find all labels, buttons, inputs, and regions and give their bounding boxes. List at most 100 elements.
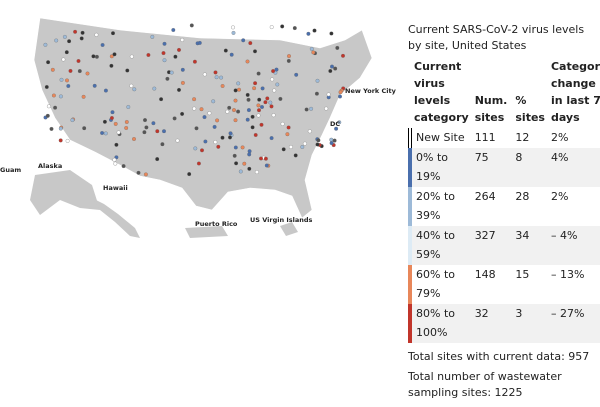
site-dot: [245, 117, 250, 122]
site-dot: [58, 94, 63, 99]
site-dot: [324, 106, 329, 111]
table-row: 80% to 100% 32 3– 27%: [408, 304, 600, 343]
site-dot: [124, 126, 129, 130]
site-dot: [152, 86, 157, 91]
site-dot: [242, 161, 247, 166]
site-dot: [65, 78, 69, 83]
column-header: Category change in last 7 days: [550, 60, 600, 124]
site-dot: [220, 84, 225, 88]
site-dot: [50, 67, 55, 72]
site-dot: [232, 108, 236, 113]
site-dot: [237, 87, 241, 92]
site-dot: [259, 122, 264, 127]
site-dot: [100, 43, 105, 47]
site-dot: [100, 131, 105, 135]
site-dot: [315, 78, 320, 83]
category-cell: 20% to 39%: [408, 187, 471, 226]
site-dot: [233, 98, 238, 103]
site-dot: [46, 104, 51, 109]
site-dot: [113, 161, 118, 166]
site-dot: [200, 148, 204, 153]
site-dot: [110, 110, 115, 115]
site-dot: [228, 131, 233, 136]
site-dot: [250, 125, 255, 130]
site-dot: [112, 52, 117, 57]
alaska: [30, 170, 100, 215]
site-dot: [312, 28, 317, 33]
site-dot: [256, 113, 261, 118]
table-cell: – 13%: [550, 268, 585, 281]
site-dot: [92, 83, 97, 88]
puerto-rico: [185, 226, 228, 238]
site-dot: [58, 126, 63, 131]
site-dot: [311, 50, 316, 55]
site-dot: [187, 172, 192, 177]
site-dot: [129, 54, 134, 59]
table-cell: 8: [511, 148, 547, 187]
site-dot: [111, 31, 115, 36]
map-label: Guam: [0, 166, 21, 174]
site-dot: [260, 86, 265, 91]
site-dot: [253, 49, 257, 54]
site-dot: [180, 80, 185, 85]
site-dot: [54, 38, 59, 43]
site-dot: [144, 125, 149, 130]
site-dot: [102, 119, 107, 124]
site-dot: [146, 53, 151, 57]
site-dot: [85, 71, 90, 76]
site-dot: [180, 37, 185, 42]
site-dot: [231, 25, 235, 30]
site-dot: [287, 54, 291, 59]
table-cell: 15: [515, 268, 530, 281]
category-cell: New Site: [408, 128, 471, 148]
usvi: [280, 222, 298, 236]
site-dot: [328, 69, 333, 73]
site-dot: [220, 135, 225, 140]
site-dot: [192, 97, 197, 102]
site-dot: [253, 133, 258, 137]
site-dot: [215, 118, 220, 123]
footer-note: Total sites with current data: 957: [408, 350, 590, 363]
site-dot: [316, 138, 321, 143]
column-header: % sites: [515, 94, 545, 124]
table-cell: 111: [474, 131, 496, 144]
table-cell: 327: [470, 226, 512, 265]
site-dot: [274, 67, 279, 72]
site-dot: [155, 129, 160, 134]
site-dot: [257, 97, 262, 102]
site-dot: [330, 64, 334, 69]
site-dot: [292, 26, 297, 31]
site-dot: [173, 54, 178, 59]
table-cell: 12: [515, 131, 530, 144]
site-dot: [300, 145, 305, 149]
site-dot: [338, 90, 343, 95]
category-cell: 0% to 19%: [408, 148, 471, 187]
category-cell: 60% to 79%: [408, 265, 471, 304]
site-dot: [189, 23, 194, 28]
site-dot: [211, 99, 216, 104]
table-cell: 3: [511, 304, 547, 343]
site-dot: [109, 54, 114, 59]
site-dot: [125, 68, 130, 73]
site-dot: [51, 93, 56, 98]
map-label: Hawaii: [103, 184, 128, 192]
site-dot: [219, 75, 224, 80]
site-dot: [293, 153, 298, 158]
site-dot: [264, 163, 269, 168]
site-dot: [307, 129, 312, 134]
site-dot: [333, 66, 338, 71]
site-dot: [245, 92, 250, 97]
site-dot: [196, 161, 201, 166]
site-dot: [341, 53, 345, 58]
table-row: 60% to 79% 148 15 – 13%: [408, 265, 600, 304]
site-dot: [213, 70, 218, 75]
table-cell: 4%: [546, 148, 600, 187]
site-dot: [337, 120, 342, 125]
site-dot: [254, 170, 259, 175]
site-dot: [159, 97, 164, 102]
site-dot: [309, 106, 314, 111]
table-cell: 2%: [550, 190, 569, 203]
site-dot: [271, 69, 276, 74]
site-dot: [247, 152, 252, 157]
site-dot: [165, 76, 170, 81]
